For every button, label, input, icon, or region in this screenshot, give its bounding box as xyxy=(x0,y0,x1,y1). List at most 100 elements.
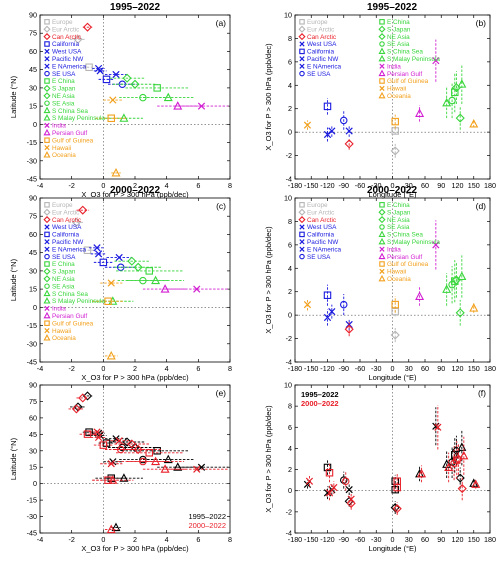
y-tick-label: 4 xyxy=(288,444,292,453)
x-tick-label: 60 xyxy=(421,181,429,190)
marker-europe xyxy=(85,428,93,436)
marker-s-malay-peninsula xyxy=(442,97,452,107)
x-tick-label: 90 xyxy=(437,535,445,544)
y-tick-label: 15 xyxy=(29,463,37,472)
y-tick-label: 0 xyxy=(288,486,292,495)
x-tick-label: 90 xyxy=(437,181,445,190)
marker-hawaii xyxy=(107,460,115,468)
legend-item-west-usa: West USA xyxy=(299,41,337,48)
marker-hawaii xyxy=(305,477,314,485)
point-can-arctic xyxy=(76,393,90,403)
legend-label: S China Sea xyxy=(387,232,423,239)
legend-marker xyxy=(378,33,386,41)
legend-label: Europe xyxy=(307,202,328,209)
marker-europe xyxy=(83,430,92,438)
legend-item-oceania: Oceania xyxy=(43,151,76,159)
x-tick-label: 60 xyxy=(421,535,429,544)
point-oceania xyxy=(111,167,121,177)
x-tick-label: 0 xyxy=(101,364,105,373)
point-e-china xyxy=(451,72,459,113)
legend-label: India xyxy=(52,306,66,313)
legend-label: E China xyxy=(387,19,410,26)
point-eur-arctic xyxy=(70,34,86,44)
legend-item-se-asia: SE Asia xyxy=(379,224,410,231)
point-se-usa xyxy=(339,294,348,316)
marker-persian-gulf xyxy=(173,101,183,110)
legend-label: S Japan xyxy=(387,26,411,33)
marker-ne-asia xyxy=(455,113,465,123)
legend-item-can-arctic: Can Arctic xyxy=(43,33,82,41)
legend-item-india: India xyxy=(44,306,66,313)
point-oceania xyxy=(469,118,479,128)
legend-item-s-malay-peninsula: S Malay Peninsula xyxy=(378,237,440,246)
legend-label: S Malay Peninsula xyxy=(387,56,440,63)
legend-label: Hawaii xyxy=(52,145,71,152)
header-right-1995: 1995–2022 xyxy=(367,2,417,13)
legend-item-s-china-sea: S China Sea xyxy=(378,230,423,239)
legend-label: Can Arctic xyxy=(52,217,82,224)
y-tick-label: -2 xyxy=(286,334,292,343)
legend-label: NE Asia xyxy=(387,217,410,224)
legend-marker xyxy=(44,202,50,208)
legend-item-india: India xyxy=(379,246,401,253)
point-se-usa xyxy=(341,471,350,491)
point-persian-gulf xyxy=(157,462,199,471)
legend-marker xyxy=(378,91,386,99)
legend-marker xyxy=(44,137,50,143)
point-pacific-nw xyxy=(89,428,105,436)
legend-marker xyxy=(43,208,51,216)
marker-can-arctic xyxy=(78,393,88,403)
legend-marker xyxy=(43,267,51,275)
panel-e: -4 -2 0 2 4 6 8 -45 -30 -15 0 15 30 45 60 75 90 X_O3 for … xyxy=(9,381,232,554)
point-oceania xyxy=(471,479,481,489)
marker-west-usa xyxy=(330,483,338,492)
y-tick-label: -15 xyxy=(27,496,37,505)
marker-se-usa xyxy=(339,300,348,309)
legend-item-s-china-sea: S China Sea xyxy=(43,106,88,115)
legend-item-can-arctic: Can Arctic xyxy=(298,216,337,224)
point-s-china-sea xyxy=(459,436,469,475)
x-tick-label: 6 xyxy=(196,364,200,373)
legend-marker xyxy=(299,48,305,55)
point-west-usa xyxy=(330,481,338,494)
x-tick-label: -2 xyxy=(68,535,74,544)
legend-item-pacific-nw: Pacific NW xyxy=(44,56,84,63)
legend-label: Persian Gulf xyxy=(52,313,87,320)
y-tick-label: -30 xyxy=(27,512,37,521)
legend-marker xyxy=(44,63,50,69)
point-eur-arctic xyxy=(390,143,400,158)
legend-item-oceania: Oceania xyxy=(378,91,411,100)
legend-item-gulf-of-guinea: Gulf of Guinea xyxy=(379,261,429,268)
point-europe xyxy=(82,63,96,71)
point-persian-gulf xyxy=(415,287,425,306)
point-persian-gulf xyxy=(142,464,188,473)
legend-item-west-usa: West USA xyxy=(299,224,337,231)
legend-item-west-usa: West USA xyxy=(44,224,82,231)
x-tick-label: -2 xyxy=(68,364,74,373)
y-tick-label: 75 xyxy=(29,212,37,221)
point-s-china-sea xyxy=(127,456,185,466)
marker-s-malay-peninsula xyxy=(442,284,452,293)
legend-item-s-japan: S Japan xyxy=(378,208,411,216)
x-tick-label: 4 xyxy=(165,181,169,190)
point-persian-gulf xyxy=(415,105,425,122)
x-tick-label: 8 xyxy=(228,535,232,544)
y-tick-label: 75 xyxy=(29,397,37,406)
point-se-asia xyxy=(450,446,458,481)
point-california xyxy=(98,75,115,84)
point-ne-asia xyxy=(109,73,145,83)
legend-marker xyxy=(44,41,50,47)
point-pacific-nw xyxy=(325,485,334,501)
legend-item-can-arctic: Can Arctic xyxy=(298,33,337,41)
legend-item-s-malay-peninsula: S Malay Peninsula xyxy=(43,297,105,305)
point-eur-arctic xyxy=(392,502,402,516)
marker-oceania xyxy=(469,303,479,312)
panel-letter: (d) xyxy=(476,201,487,211)
legend-item-e-china: E China xyxy=(379,19,410,26)
legend-label: India xyxy=(387,246,401,253)
legend-label: Can Arctic xyxy=(307,34,337,41)
legend-item-persian-gulf: Persian Gulf xyxy=(43,128,87,137)
x-tick-label: -4 xyxy=(37,364,43,373)
marker-india xyxy=(197,102,206,110)
